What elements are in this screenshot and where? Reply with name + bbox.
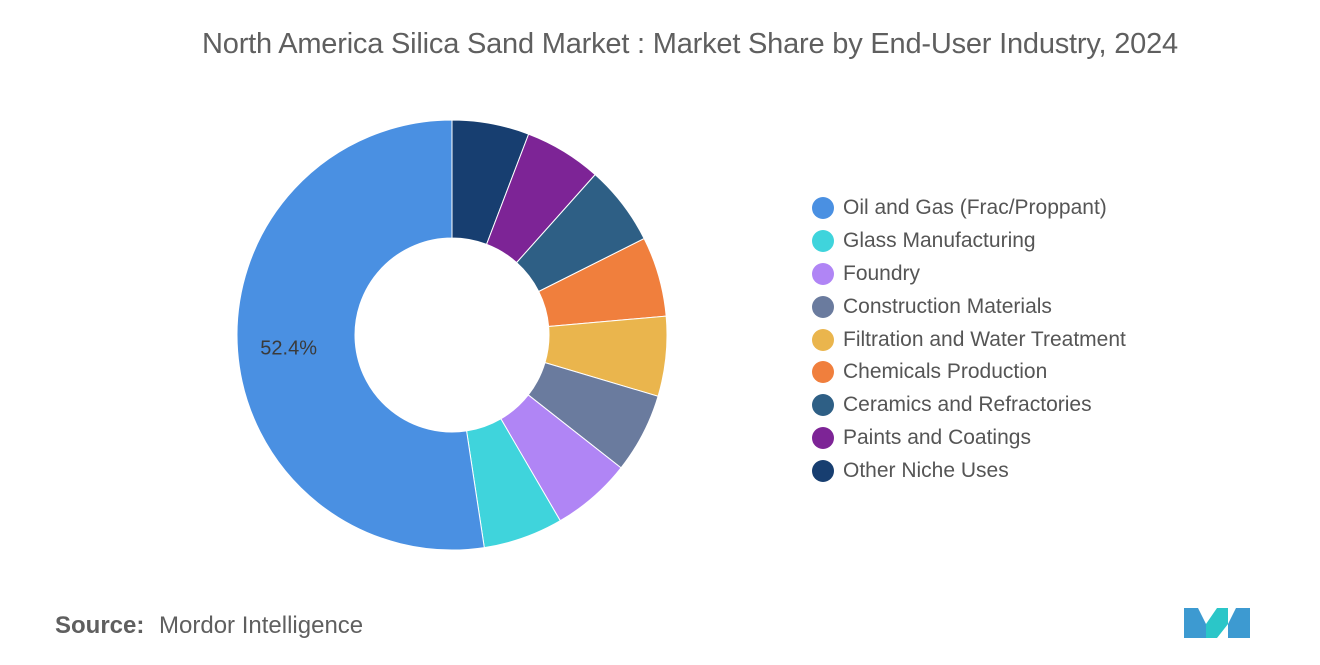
legend-swatch-icon (812, 197, 834, 220)
legend-swatch-icon (812, 394, 834, 417)
legend-label: Chemicals Production (843, 360, 1048, 384)
source-label: Source: (55, 612, 145, 639)
legend-label: Oil and Gas (Frac/Proppant) (843, 196, 1107, 220)
legend-item: Other Niche Uses (812, 454, 1126, 487)
legend-item: Oil and Gas (Frac/Proppant) (812, 192, 1126, 225)
legend-item: Foundry (812, 258, 1126, 291)
legend-swatch-icon (812, 262, 834, 285)
legend-item: Glass Manufacturing (812, 225, 1126, 258)
legend-item: Paints and Coatings (812, 422, 1126, 455)
legend-swatch-icon (812, 459, 834, 482)
chart-legend: Oil and Gas (Frac/Proppant) Glass Manufac… (812, 192, 1126, 487)
donut-slice (236, 119, 485, 551)
legend-swatch-icon (812, 426, 834, 449)
mordor-intelligence-logo (1184, 608, 1250, 638)
legend-swatch-icon (812, 361, 834, 384)
legend-label: Paints and Coatings (843, 425, 1031, 449)
legend-swatch-icon (812, 230, 834, 253)
legend-label: Construction Materials (843, 294, 1052, 318)
legend-label: Ceramics and Refractories (843, 393, 1092, 417)
legend-label: Filtration and Water Treatment (843, 327, 1126, 351)
source-note: Source: Mordor Intelligence (55, 612, 363, 640)
source-value: Mordor Intelligence (159, 612, 364, 639)
legend-item: Construction Materials (812, 290, 1126, 323)
legend-swatch-icon (812, 295, 834, 318)
legend-label: Glass Manufacturing (843, 229, 1036, 253)
slice-data-label: 52.4% (260, 337, 317, 359)
chart-title: North America Silica Sand Market : Marke… (202, 28, 1178, 60)
legend-swatch-icon (812, 328, 834, 351)
legend-item: Ceramics and Refractories (812, 389, 1126, 422)
legend-item: Chemicals Production (812, 356, 1126, 389)
legend-label: Foundry (843, 261, 921, 285)
legend-item: Filtration and Water Treatment (812, 323, 1126, 356)
legend-label: Other Niche Uses (843, 458, 1009, 482)
